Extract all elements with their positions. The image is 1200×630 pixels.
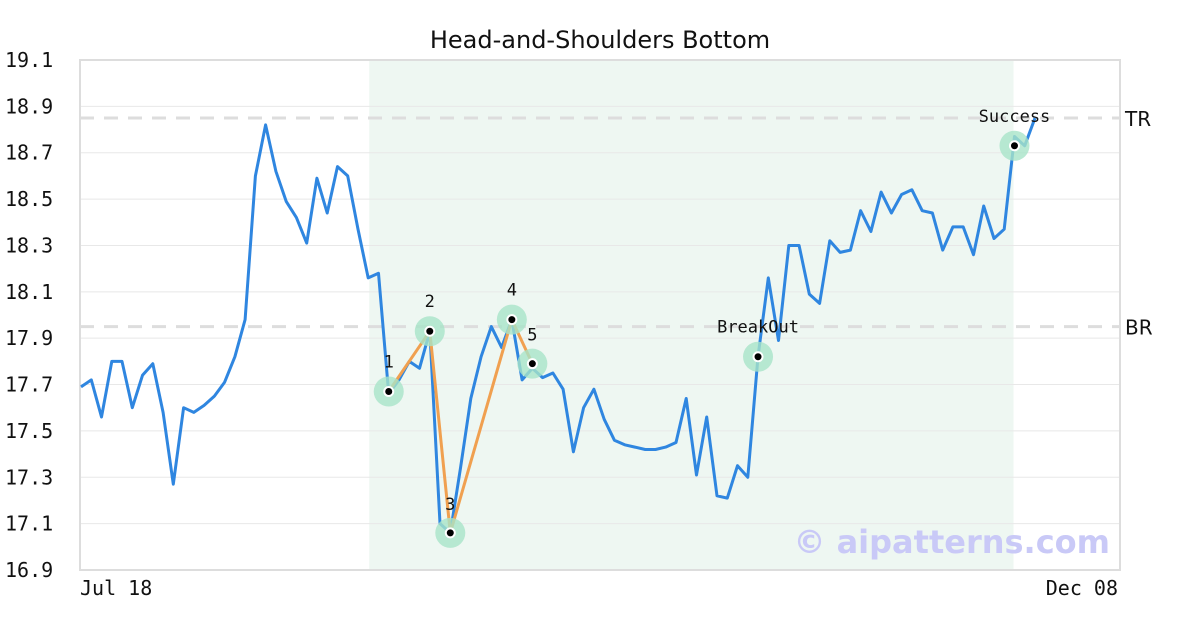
success-marker-dot (1008, 140, 1020, 152)
y-tick-label: 17.7 (5, 373, 53, 397)
watermark: © aipatterns.com (793, 523, 1110, 561)
level-layer: TR BR (80, 107, 1153, 340)
level-label: TR (1124, 107, 1151, 131)
pattern-point-3-dot (444, 527, 456, 539)
pattern-point-2-label: 2 (425, 292, 435, 312)
breakout-marker-label: BreakOut (717, 318, 799, 338)
price-series-line (80, 117, 1037, 535)
plot-frame (79, 59, 1121, 571)
y-tick-label: 16.9 (5, 558, 53, 582)
pattern-point-1-label: 1 (384, 353, 394, 373)
y-tick-label: 18.1 (5, 280, 53, 304)
pattern-point-2-dot (424, 325, 436, 337)
x-tick-start: Jul 18 (80, 576, 152, 600)
breakout-marker-dot (752, 351, 764, 363)
pattern-point-4-label: 4 (507, 281, 517, 301)
pattern-point-5-dot (526, 358, 538, 370)
y-tick-label: 17.5 (5, 419, 53, 443)
y-tick-label: 18.9 (5, 94, 53, 118)
y-tick-label: 18.5 (5, 187, 53, 211)
marker-layer: 1 2 3 4 5 BreakOut Success (373, 107, 1051, 548)
y-tick-label: 18.3 (5, 233, 53, 257)
x-tick-end: Dec 08 (1046, 576, 1118, 600)
y-tick-label: 19.1 (5, 48, 53, 72)
y-axis-ticks: 16.9 17.1 17.3 17.5 17.7 17.9 18.1 18.3 18.5 18.7… (5, 48, 53, 582)
pattern-point-3-label: 3 (445, 495, 455, 515)
y-tick-label: 17.9 (5, 326, 53, 350)
y-tick-label: 18.7 (5, 141, 53, 165)
pattern-region-layer (369, 60, 1014, 570)
chart-title: Head-and-Shoulders Bottom (430, 26, 770, 54)
level-label: BR (1125, 316, 1153, 340)
series-layer (80, 117, 1037, 535)
pattern-point-5-label: 5 (527, 326, 537, 346)
success-marker-label: Success (979, 107, 1051, 127)
y-tick-label: 17.3 (5, 465, 53, 489)
pattern-point-1-dot (383, 386, 395, 397)
pattern-region (369, 60, 1014, 570)
y-tick-label: 17.1 (5, 512, 53, 536)
pattern-point-4-dot (506, 314, 518, 326)
